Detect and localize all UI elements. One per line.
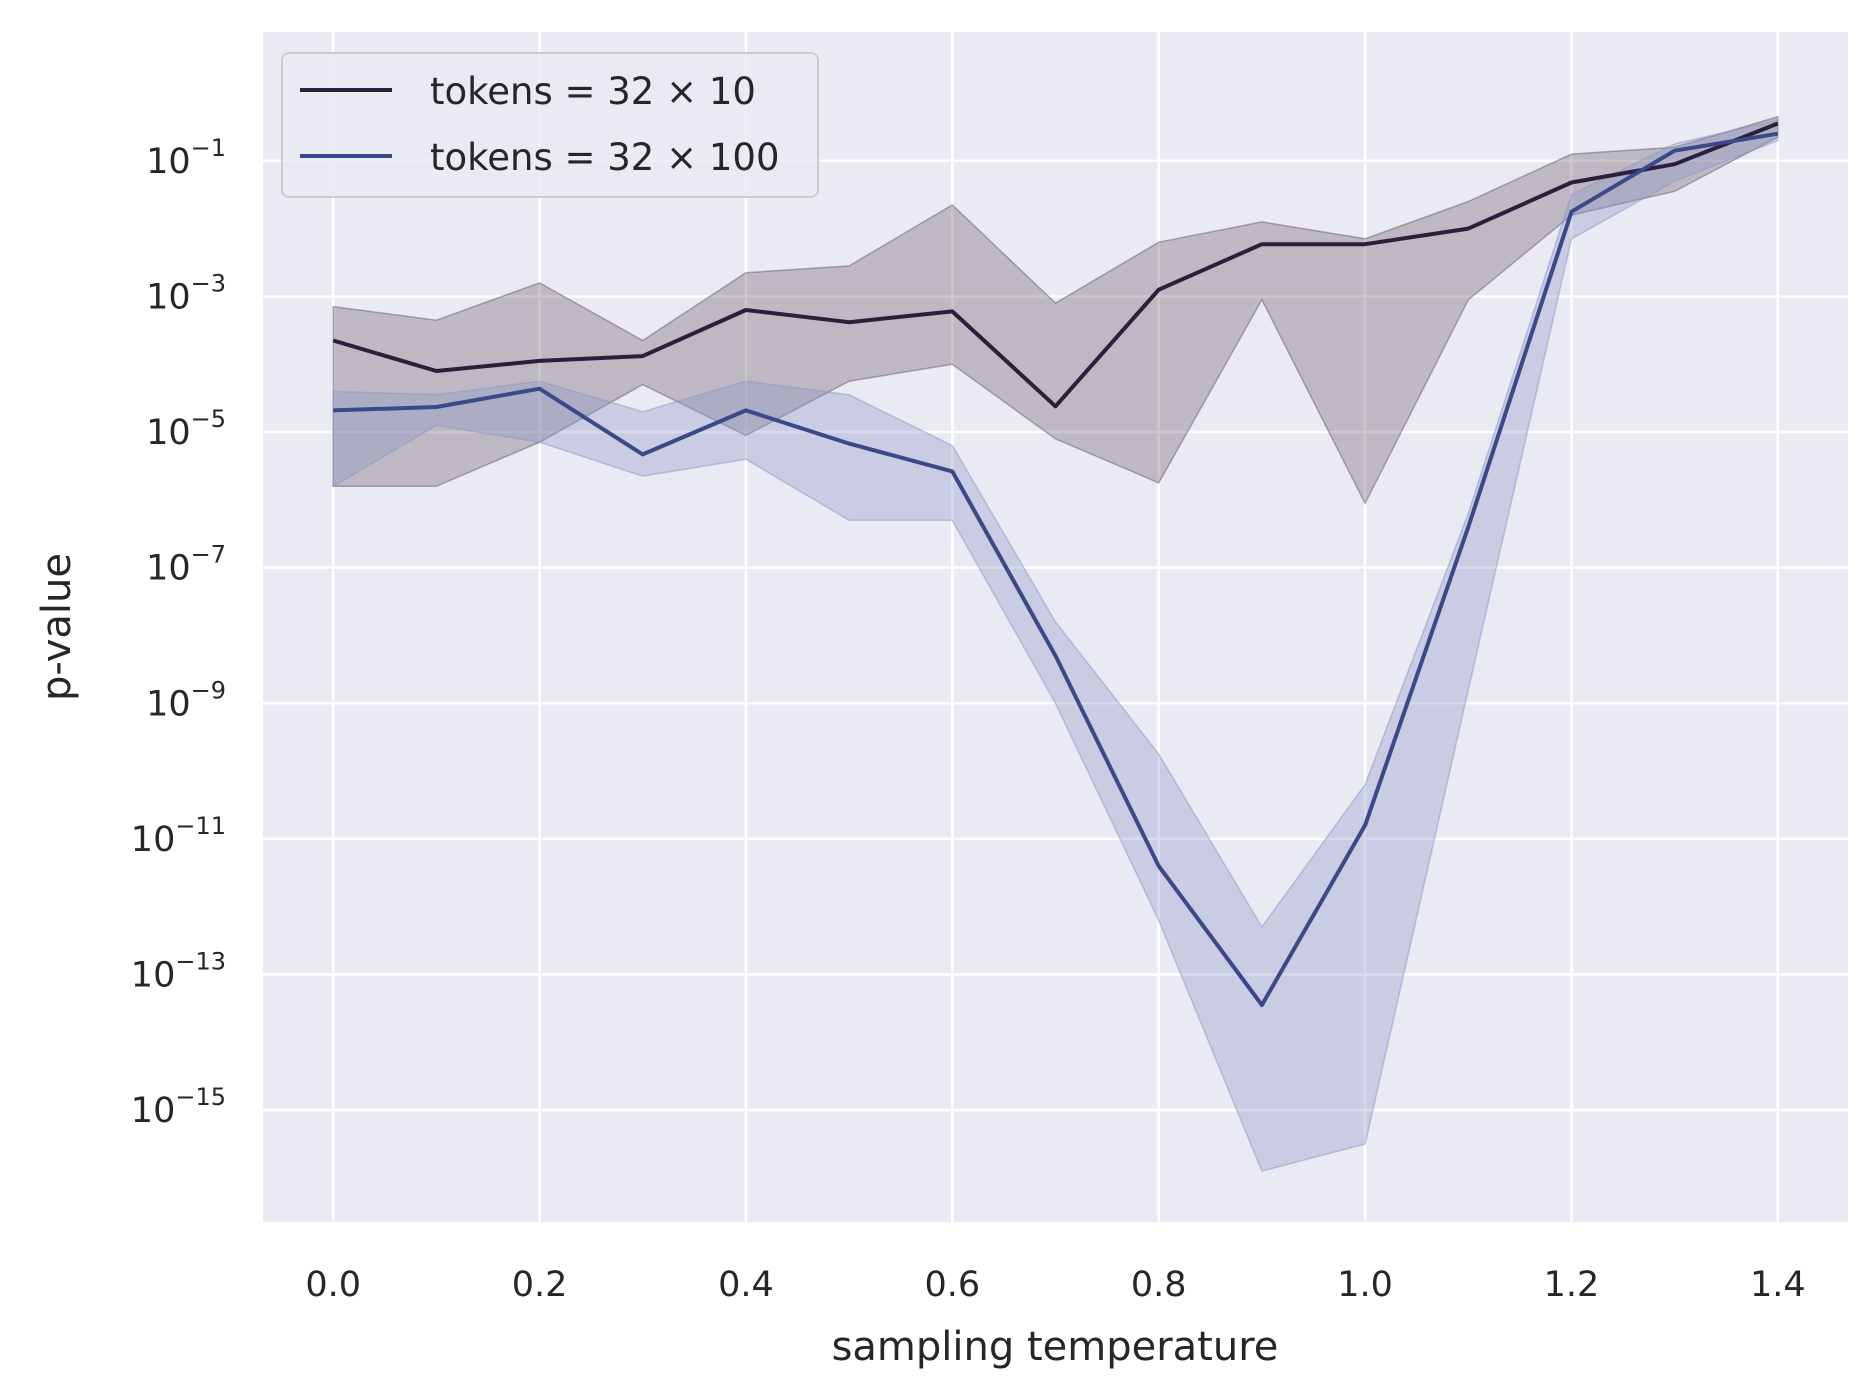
legend: tokens = 32 × 10 tokens = 32 × 100 [281, 52, 819, 198]
y-tick-label: 10−7 [146, 541, 226, 589]
x-tick-labels: 0.0 0.2 0.4 0.6 0.8 1.0 1.2 1.4 [305, 1265, 1805, 1305]
y-tick-label: 10−5 [146, 405, 226, 453]
y-tick-label: 10−15 [131, 1083, 226, 1131]
line-series-1 [332, 121, 1779, 409]
confidence-band-series-2 [332, 119, 1779, 1172]
line-series-2 [333, 131, 1779, 1007]
confidence-bands [332, 115, 1779, 1172]
x-tick-label: 0.4 [718, 1265, 774, 1305]
y-axis-title: p-value [34, 553, 80, 701]
x-tick-label: 1.0 [1337, 1265, 1393, 1305]
x-axis-title: sampling temperature [832, 1324, 1279, 1370]
y-tick-labels: 10−1 10−3 10−5 10−7 10−9 10−11 10−13 10−15 [131, 134, 226, 1131]
y-tick-label: 10−13 [131, 948, 226, 996]
y-tick-label: 10−1 [146, 134, 226, 182]
legend-frame [281, 52, 819, 198]
series-lines [332, 121, 1779, 1007]
x-tick-label: 1.4 [1750, 1265, 1806, 1305]
y-tick-label: 10−11 [131, 812, 226, 860]
x-tick-label: 0.2 [512, 1265, 568, 1305]
x-tick-label: 0.0 [305, 1265, 361, 1305]
x-tick-label: 0.6 [924, 1265, 980, 1305]
plot-background [263, 32, 1848, 1222]
x-tick-label: 0.8 [1131, 1265, 1187, 1305]
legend-label-series-1: tokens = 32 × 10 [430, 70, 756, 113]
y-tick-label: 10−3 [146, 269, 226, 317]
y-tick-label: 10−9 [146, 676, 226, 724]
x-tick-label: 1.2 [1544, 1265, 1600, 1305]
legend-label-series-2: tokens = 32 × 100 [430, 136, 780, 179]
